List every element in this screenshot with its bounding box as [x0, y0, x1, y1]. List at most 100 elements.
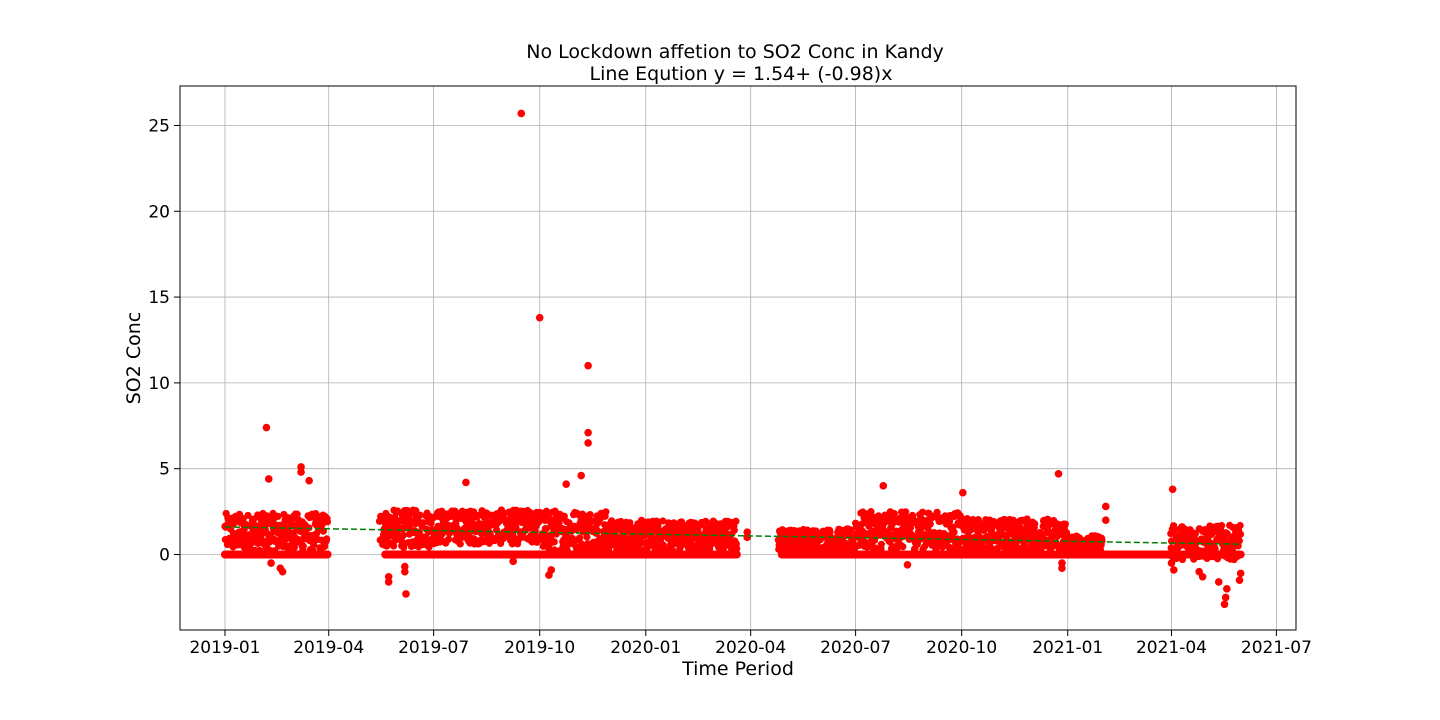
data-point [434, 522, 442, 530]
x-tick-label: 2021-01 [1032, 638, 1103, 658]
data-point [512, 524, 520, 532]
data-point [1058, 559, 1066, 567]
x-tick-label: 2021-04 [1136, 638, 1207, 658]
data-point [267, 559, 275, 567]
x-tick-label: 2020-04 [715, 638, 786, 658]
x-tick-label: 2020-07 [820, 638, 891, 658]
x-axis-label: Time Period [681, 658, 794, 680]
data-point [626, 519, 634, 527]
data-point [743, 533, 752, 542]
data-point [1167, 559, 1176, 567]
data-point [576, 534, 584, 542]
data-point [1191, 530, 1199, 538]
grid-lines [180, 86, 1296, 630]
data-point [453, 524, 461, 532]
data-point [1179, 551, 1187, 559]
y-axis: 0 5 10 15 20 25 [148, 116, 180, 565]
data-point [1235, 550, 1243, 558]
x-tick-label: 2020-01 [610, 638, 681, 658]
y-tick-label: 10 [148, 374, 170, 394]
data-point [877, 540, 886, 548]
x-tick-label: 2019-10 [504, 638, 575, 658]
data-point [1235, 576, 1244, 585]
data-point [950, 528, 958, 536]
data-point [847, 526, 855, 534]
data-point [1037, 548, 1045, 556]
data-point [918, 508, 927, 516]
data-point [733, 544, 741, 553]
data-point [389, 542, 398, 550]
data-point [584, 361, 592, 370]
data-point [1061, 520, 1069, 528]
data-point [593, 526, 602, 535]
data-point [1023, 515, 1031, 523]
data-point [1031, 520, 1039, 528]
data-point [1168, 485, 1177, 494]
data-point [1236, 569, 1245, 578]
data-point [732, 517, 740, 525]
data-point [456, 540, 464, 548]
data-point [276, 564, 285, 573]
data-point [509, 557, 517, 566]
data-point [1101, 516, 1110, 524]
data-point [899, 543, 907, 551]
data-point [264, 475, 273, 483]
y-axis-label: SO2 Conc [123, 312, 145, 405]
chart-title: No Lockdown affetion to SO2 Conc in Kand… [526, 41, 944, 63]
data-point [903, 560, 912, 569]
data-point [542, 525, 550, 533]
data-point [1169, 566, 1178, 574]
data-point [605, 545, 613, 553]
plot-frame [179, 85, 1297, 631]
data-point [1211, 545, 1219, 553]
data-point [902, 508, 910, 516]
data-point [323, 535, 331, 543]
data-point [932, 545, 940, 553]
data-point [659, 517, 667, 525]
data-point [1054, 470, 1063, 478]
data-point [584, 439, 592, 447]
data-point [1223, 530, 1231, 538]
x-tick-label: 2021-07 [1241, 638, 1312, 658]
data-point [444, 535, 453, 543]
data-point [274, 512, 282, 520]
data-point [584, 428, 592, 437]
data-point [1221, 593, 1230, 602]
data-point [871, 544, 879, 552]
data-point [635, 546, 644, 554]
x-tick-label: 2020-10 [926, 638, 997, 658]
data-point [270, 547, 279, 555]
data-point [462, 478, 470, 487]
data-point [644, 542, 652, 551]
data-point [535, 313, 544, 322]
scatter-points [220, 109, 1245, 609]
data-point [965, 533, 973, 541]
data-point [1097, 548, 1105, 556]
y-tick-label: 20 [148, 202, 170, 222]
data-point [1236, 521, 1244, 530]
data-point [297, 468, 305, 476]
x-tick-label: 2019-04 [293, 638, 364, 658]
data-point [244, 511, 252, 520]
data-point [1235, 537, 1243, 545]
data-point [879, 482, 888, 490]
y-tick-label: 15 [148, 288, 170, 308]
x-tick-label: 2019-01 [189, 638, 260, 658]
data-point [963, 515, 971, 523]
data-point [323, 518, 332, 526]
data-point [305, 476, 313, 485]
data-point [402, 590, 410, 598]
data-point [550, 538, 558, 546]
data-point [890, 510, 898, 518]
data-point [563, 546, 571, 554]
data-point [577, 471, 586, 480]
data-point [517, 109, 526, 118]
x-axis: 2019-01 2019-04 2019-07 2019-10 2020-01 2020-… [189, 630, 1312, 658]
data-point [299, 542, 307, 550]
data-point [1195, 567, 1203, 576]
data-point [384, 573, 393, 581]
trend-line [224, 526, 1241, 545]
data-point [598, 546, 606, 554]
data-point [1217, 522, 1226, 530]
